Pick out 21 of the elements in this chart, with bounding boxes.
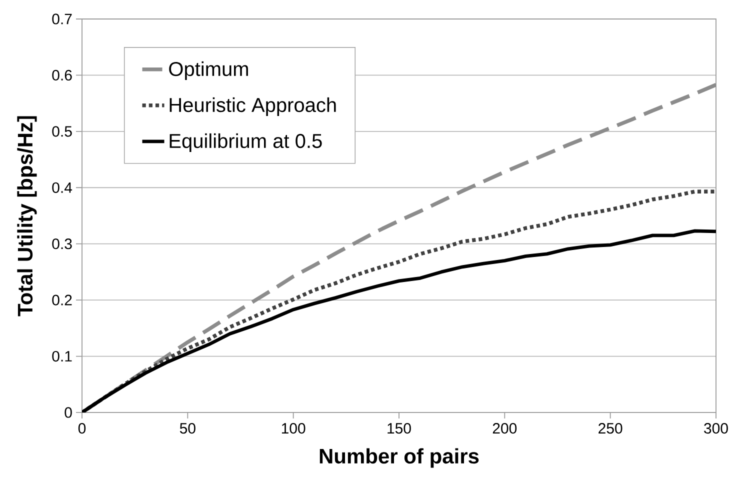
y-tick-label: 0.1 xyxy=(52,350,72,362)
y-tick-label: 0.5 xyxy=(52,126,72,137)
y-tick-label: 0.3 xyxy=(52,238,72,250)
y-tick-label: 0.6 xyxy=(52,70,72,81)
x-axis-title: Number of pairs xyxy=(320,448,479,468)
x-tick-label: 300 xyxy=(704,423,728,434)
x-tick-label: 150 xyxy=(388,423,411,434)
x-tick-label: 250 xyxy=(598,423,622,434)
legend-label: Heuristic Approach xyxy=(170,97,336,116)
line-series xyxy=(82,190,716,412)
x-tick-label: 0 xyxy=(78,423,86,434)
x-tick-label: 200 xyxy=(492,423,517,434)
legend-label: Optimum xyxy=(169,61,248,80)
x-tick-label: 100 xyxy=(282,423,306,434)
y-tick-label: 0.7 xyxy=(52,14,72,24)
y-tick-label: 0 xyxy=(64,407,72,418)
y-tick-label: 0.4 xyxy=(52,182,72,193)
legend-label: Equilibrium at 0.5 xyxy=(170,133,322,152)
y-axis-title: Total Utility [bps/Hz] xyxy=(17,116,37,316)
y-tick-label: 0.2 xyxy=(52,294,72,306)
x-tick-label: 50 xyxy=(180,423,196,434)
